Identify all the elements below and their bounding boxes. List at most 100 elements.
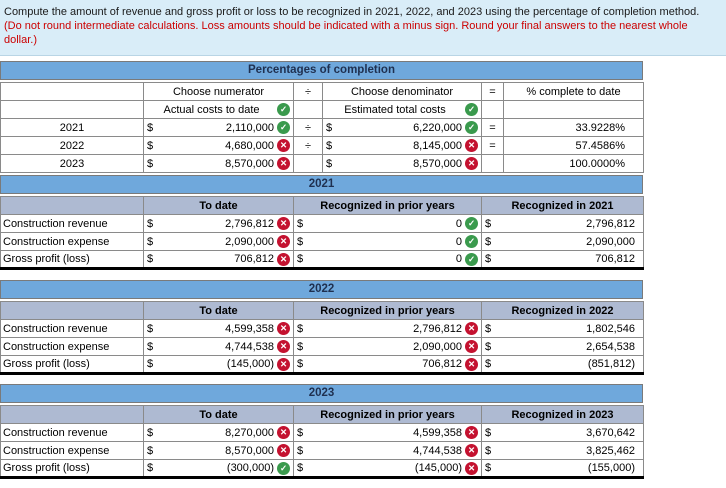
prior-years-value: 4,599,358 xyxy=(413,426,462,439)
prior-years-input[interactable]: $2,796,812 ✕ xyxy=(293,319,482,338)
prior-years-input[interactable]: $ (145,000) ✕ xyxy=(293,459,482,478)
x-icon: ✕ xyxy=(277,322,290,335)
table-row-construction-revenue: Construction revenue $4,599,358 ✕ $2,796,… xyxy=(0,319,644,338)
to-date-input[interactable]: $8,270,000 ✕ xyxy=(143,423,294,442)
dollar-sign: $ xyxy=(147,444,154,457)
empty-cell xyxy=(0,405,144,424)
check-icon: ✓ xyxy=(465,217,478,230)
numerator-value: 4,680,000 xyxy=(225,139,274,152)
recognized-value: (851,812) xyxy=(587,358,635,370)
col-header-pct-complete: % complete to date xyxy=(503,82,644,101)
empty-cell xyxy=(0,82,144,101)
prior-years-input[interactable]: $4,744,538 ✕ xyxy=(293,441,482,460)
x-icon: ✕ xyxy=(465,322,478,335)
to-date-input[interactable]: $706,812 ✕ xyxy=(143,250,294,269)
divide-icon: ÷ xyxy=(293,82,323,101)
numerator-input[interactable]: $2,110,000 ✓ xyxy=(143,118,294,137)
x-icon: ✕ xyxy=(465,444,478,457)
x-icon: ✕ xyxy=(465,340,478,353)
empty-cell xyxy=(0,301,144,320)
x-icon: ✕ xyxy=(277,157,290,170)
dollar-sign: $ xyxy=(485,462,492,474)
row-label: Construction revenue xyxy=(0,423,144,442)
table-row-gross-profit: Gross profit (loss) $ (300,000) ✓ $ (145,00… xyxy=(0,459,644,478)
dollar-sign: $ xyxy=(147,462,154,474)
x-icon: ✕ xyxy=(277,444,290,457)
to-date-value: (300,000) xyxy=(226,462,274,474)
pct-row-2023: 2023 $8,570,000 ✕ $8,570,000 ✕ 100.0000% xyxy=(0,154,644,173)
to-date-value: 2,796,812 xyxy=(225,217,274,230)
dollar-sign: $ xyxy=(297,340,304,353)
dollar-sign: $ xyxy=(147,358,154,370)
divide-icon: ÷ xyxy=(293,118,323,137)
row-label: Gross profit (loss) xyxy=(0,250,144,269)
check-icon: ✓ xyxy=(465,103,478,116)
x-icon: ✕ xyxy=(465,139,478,152)
prior-years-input[interactable]: $706,812 ✕ xyxy=(293,355,482,374)
prior-years-input[interactable]: $0 ✓ xyxy=(293,214,482,233)
empty-cell xyxy=(293,100,323,119)
dollar-sign: $ xyxy=(485,322,492,335)
denominator-value: 8,570,000 xyxy=(413,157,462,170)
empty-cell xyxy=(481,100,504,119)
numerator-choice-label: Actual costs to date xyxy=(163,103,260,116)
recognized-value-cell: $ (851,812) xyxy=(481,355,644,374)
prior-years-value: 0 xyxy=(455,253,462,265)
denominator-input[interactable]: $8,145,000 ✕ xyxy=(322,136,482,155)
denominator-input[interactable]: $6,220,000 ✓ xyxy=(322,118,482,137)
to-date-input[interactable]: $ (300,000) ✓ xyxy=(143,459,294,478)
to-date-input[interactable]: $ (145,000) ✕ xyxy=(143,355,294,374)
prior-years-input[interactable]: $0 ✓ xyxy=(293,250,482,269)
recognized-value: 2,796,812 xyxy=(586,217,635,230)
table-row-construction-revenue: Construction revenue $8,270,000 ✕ $4,599,… xyxy=(0,423,644,442)
dollar-sign: $ xyxy=(147,253,154,265)
col-header-numerator: Choose numerator xyxy=(143,82,294,101)
row-label: Construction revenue xyxy=(0,214,144,233)
denominator-value: 6,220,000 xyxy=(413,121,462,134)
divide-icon xyxy=(293,154,323,173)
denominator-input[interactable]: $8,570,000 ✕ xyxy=(322,154,482,173)
prior-years-input[interactable]: $4,599,358 ✕ xyxy=(293,423,482,442)
col-header-prior-years: Recognized in prior years xyxy=(293,196,482,215)
recognized-value-cell: $706,812 xyxy=(481,250,644,269)
x-icon: ✕ xyxy=(277,139,290,152)
prior-years-value: 0 xyxy=(455,235,462,248)
to-date-input[interactable]: $2,090,000 ✕ xyxy=(143,232,294,251)
row-label: Construction expense xyxy=(0,337,144,356)
year-table-2023: 2023 To date Recognized in prior years R… xyxy=(0,384,644,479)
col-header-recognized: Recognized in 2022 xyxy=(481,301,644,320)
denominator-select[interactable]: Estimated total costs ✓ xyxy=(322,100,482,119)
to-date-input[interactable]: $4,599,358 ✕ xyxy=(143,319,294,338)
dollar-sign: $ xyxy=(147,322,154,335)
to-date-input[interactable]: $2,796,812 ✕ xyxy=(143,214,294,233)
to-date-input[interactable]: $4,744,538 ✕ xyxy=(143,337,294,356)
table-row-construction-expense: Construction expense $8,570,000 ✕ $4,744,… xyxy=(0,441,644,460)
col-header-prior-years: Recognized in prior years xyxy=(293,405,482,424)
dollar-sign: $ xyxy=(147,121,154,134)
numerator-input[interactable]: $8,570,000 ✕ xyxy=(143,154,294,173)
dollar-sign: $ xyxy=(326,121,333,134)
prior-years-input[interactable]: $0 ✓ xyxy=(293,232,482,251)
year-table-2021: 2021 To date Recognized in prior years R… xyxy=(0,175,644,270)
divide-icon: ÷ xyxy=(293,136,323,155)
year-label: 2023 xyxy=(0,154,144,173)
prior-years-value: 2,090,000 xyxy=(413,340,462,353)
empty-cell xyxy=(0,100,144,119)
dollar-sign: $ xyxy=(297,444,304,457)
recognized-value: 706,812 xyxy=(595,253,635,265)
check-icon: ✓ xyxy=(465,235,478,248)
row-label: Gross profit (loss) xyxy=(0,459,144,478)
col-header-to-date: To date xyxy=(143,196,294,215)
numerator-select[interactable]: Actual costs to date ✓ xyxy=(143,100,294,119)
equals-icon: = xyxy=(481,82,504,101)
to-date-value: (145,000) xyxy=(226,358,274,370)
year-header-row: To date Recognized in prior years Recogn… xyxy=(0,196,644,215)
prior-years-input[interactable]: $2,090,000 ✕ xyxy=(293,337,482,356)
pct-header-row: Choose numerator ÷ Choose denominator = … xyxy=(0,82,644,101)
to-date-input[interactable]: $8,570,000 ✕ xyxy=(143,441,294,460)
x-icon: ✕ xyxy=(277,217,290,230)
numerator-input[interactable]: $4,680,000 ✕ xyxy=(143,136,294,155)
empty-cell xyxy=(0,196,144,215)
dollar-sign: $ xyxy=(147,426,154,439)
check-icon: ✓ xyxy=(277,103,290,116)
